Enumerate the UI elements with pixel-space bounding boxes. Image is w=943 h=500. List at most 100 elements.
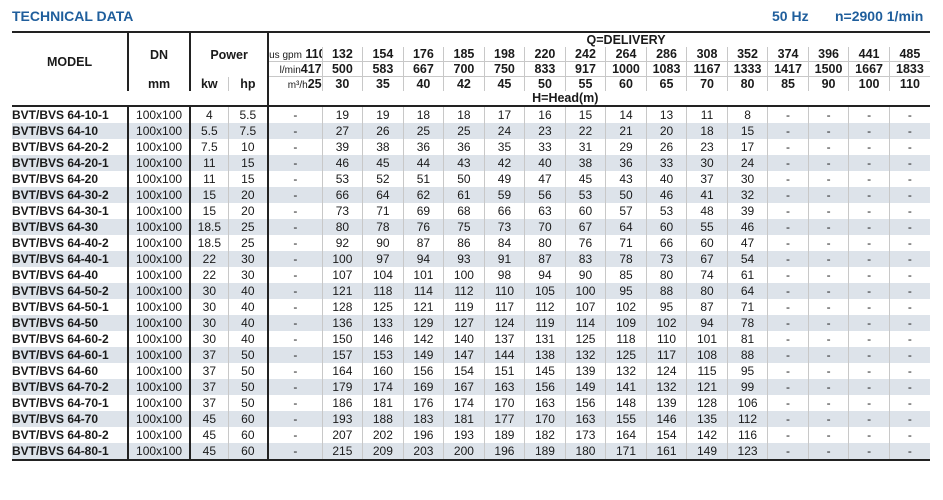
head-cell: 53	[645, 203, 687, 219]
head-cell: -	[888, 123, 930, 139]
head-cell: 94	[686, 315, 728, 331]
head-cell: -	[267, 203, 323, 219]
head-cell: 109	[605, 315, 647, 331]
head-cell: 181	[443, 411, 485, 427]
head-cell: 81	[726, 331, 768, 347]
hp-cell: 7.5	[227, 123, 269, 139]
head-cell: -	[888, 347, 930, 363]
head-cell: 30	[726, 171, 768, 187]
head-cell: -	[767, 187, 809, 203]
model-cell: BVT/BVS 64-80-2	[12, 428, 109, 442]
lmin-value: 700	[443, 61, 485, 77]
head-cell: 37	[686, 171, 728, 187]
hp-cell: 40	[227, 331, 269, 347]
gpm-value: 396	[807, 47, 849, 62]
head-cell: 150	[321, 331, 363, 347]
head-cell: -	[267, 139, 323, 155]
head-cell: 167	[443, 379, 485, 395]
lmin-value: 500	[321, 61, 363, 77]
dn-cell: 100x100	[127, 187, 191, 203]
head-cell: -	[848, 187, 890, 203]
head-cell: -	[767, 347, 809, 363]
head-cell: 25	[443, 123, 485, 139]
lmin-value: 1833	[888, 61, 930, 77]
hp-cell: 60	[227, 443, 269, 460]
head-cell: 64	[726, 283, 768, 299]
head-cell: 200	[443, 443, 485, 460]
head-cell: 64	[605, 219, 647, 235]
head-cell: -	[767, 443, 809, 460]
gpm-value: 198	[483, 47, 525, 62]
table-row: BVT/BVS 64-60-1 100x100 37 50-157 153 149 147 1…	[12, 347, 930, 363]
head-cell: -	[888, 411, 930, 427]
head-cell: 52	[362, 171, 404, 187]
head-cell: 164	[321, 363, 363, 379]
head-cell: 112	[726, 411, 768, 427]
kw-cell: 45	[189, 443, 229, 460]
hp-cell: 5.5	[227, 106, 269, 123]
frequency-label: 50 Hz	[772, 8, 809, 24]
head-cell: 71	[605, 235, 647, 251]
head-cell: 47	[726, 235, 768, 251]
head-cell: -	[848, 235, 890, 251]
hp-cell: 25	[227, 235, 269, 251]
head-cell: -	[888, 283, 930, 299]
table-row: BVT/BVS 64-60 100x100 37 50-164 160 156 154 151…	[12, 363, 930, 379]
head-cell: -	[807, 203, 849, 219]
head-cell: 80	[321, 219, 363, 235]
head-cell: 161	[645, 443, 687, 460]
head-cell: -	[767, 106, 809, 123]
head-cell: 23	[686, 139, 728, 155]
head-cell: 193	[321, 411, 363, 427]
head-cell: 125	[605, 347, 647, 363]
hp-cell: 50	[227, 395, 269, 411]
gpm-value: 286	[645, 47, 687, 62]
head-cell: 16	[524, 106, 566, 123]
head-cell: -	[767, 123, 809, 139]
head-cell: 132	[645, 379, 687, 395]
head-cell: 56	[524, 187, 566, 203]
kw-cell: 37	[189, 379, 229, 395]
kw-cell: 4	[189, 106, 229, 123]
kw-cell: 18.5	[189, 219, 229, 235]
head-cell: 44	[402, 155, 444, 171]
head-cell: 36	[443, 139, 485, 155]
head-cell: 163	[524, 395, 566, 411]
head-cell: 26	[362, 123, 404, 139]
head-cell: 189	[483, 427, 525, 443]
head-cell: 60	[564, 203, 606, 219]
head-cell: 43	[443, 155, 485, 171]
head-cell: -	[267, 379, 323, 395]
lmin-value: 667	[402, 61, 444, 77]
head-cell: 46	[321, 155, 363, 171]
head-cell: 80	[524, 235, 566, 251]
speed-label: n=2900 1/min	[835, 8, 924, 24]
head-cell: 90	[362, 235, 404, 251]
lmin-value: 417	[300, 62, 322, 76]
model-cell: BVT/BVS 64-60-1	[12, 347, 129, 363]
model-cell: BVT/BVS 64-40-1	[12, 251, 129, 267]
head-cell: 124	[483, 315, 525, 331]
head-cell: 123	[726, 443, 768, 460]
head-cell: 60	[645, 219, 687, 235]
head-cell: 76	[564, 235, 606, 251]
dn-cell: 100x100	[127, 427, 191, 443]
hp-cell: 20	[227, 203, 269, 219]
m3h-value: 80	[726, 76, 768, 91]
head-cell: 98	[483, 267, 525, 283]
head-cell: 163	[564, 411, 606, 427]
hp-cell: 30	[227, 267, 269, 283]
lmin-label: l/min	[279, 65, 301, 76]
head-cell: 46	[645, 187, 687, 203]
hp-cell: 20	[227, 187, 269, 203]
head-cell: 196	[402, 427, 444, 443]
kw-cell: 15	[189, 203, 229, 219]
dn-cell: 100x100	[127, 139, 191, 155]
delivery-header: Q=DELIVERY	[586, 33, 666, 47]
model-cell: BVT/BVS 64-20-2	[12, 140, 109, 154]
dn-cell: 100x100	[127, 299, 191, 315]
head-cell: 51	[402, 171, 444, 187]
head-cell: 100	[564, 283, 606, 299]
kw-cell: 45	[189, 411, 229, 427]
head-cell: 8	[726, 106, 768, 123]
